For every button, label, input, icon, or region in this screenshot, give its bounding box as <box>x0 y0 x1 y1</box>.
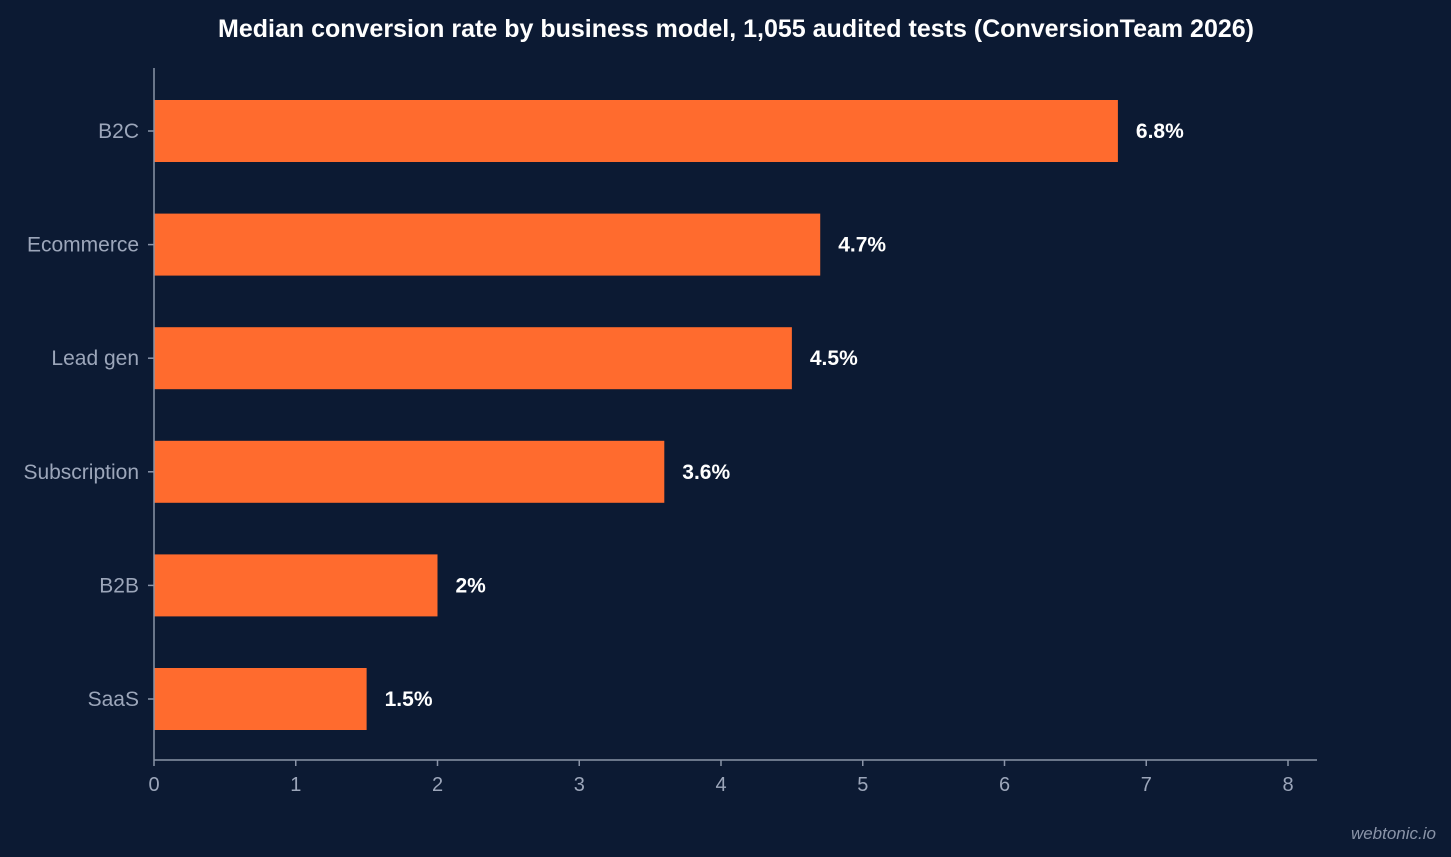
watermark-text: webtonic.io <box>1351 824 1436 843</box>
value-label: 3.6% <box>682 461 730 484</box>
value-label: 2% <box>456 574 487 597</box>
category-label: Subscription <box>23 461 139 484</box>
value-label: 1.5% <box>385 688 433 711</box>
x-tick-label: 0 <box>148 774 159 796</box>
x-tick-label: 7 <box>1141 774 1152 796</box>
bar-ecommerce <box>154 213 821 276</box>
category-label: Ecommerce <box>27 234 139 257</box>
value-label: 4.7% <box>838 234 886 257</box>
bars-layer: 6.8% 4.7% 4.5% 3.6% 2% 1.5% <box>154 100 1184 730</box>
category-label: SaaS <box>88 688 139 711</box>
x-tick-label: 3 <box>574 774 585 796</box>
value-label: 4.5% <box>810 347 858 370</box>
bar-lead-gen <box>154 327 792 390</box>
bar-b2c <box>154 100 1118 162</box>
bar-subscription <box>154 440 665 503</box>
x-tick-label: 1 <box>290 774 301 796</box>
x-tick-label: 6 <box>999 774 1010 796</box>
x-tick-label: 8 <box>1282 774 1293 796</box>
x-tick-label: 2 <box>432 774 443 796</box>
bar-b2b <box>154 554 438 617</box>
value-label: 6.8% <box>1136 120 1184 143</box>
chart-title: Median conversion rate by business model… <box>218 15 1254 43</box>
bar-saas <box>154 668 367 730</box>
category-label: Lead gen <box>51 347 139 370</box>
x-tick-label: 5 <box>857 774 868 796</box>
category-label: B2B <box>99 574 139 597</box>
category-label: B2C <box>98 120 139 143</box>
x-tick-label: 4 <box>715 774 726 796</box>
axes-layer: B2C Ecommerce Lead gen Subscription B2B SaaS 0… <box>23 68 1317 796</box>
